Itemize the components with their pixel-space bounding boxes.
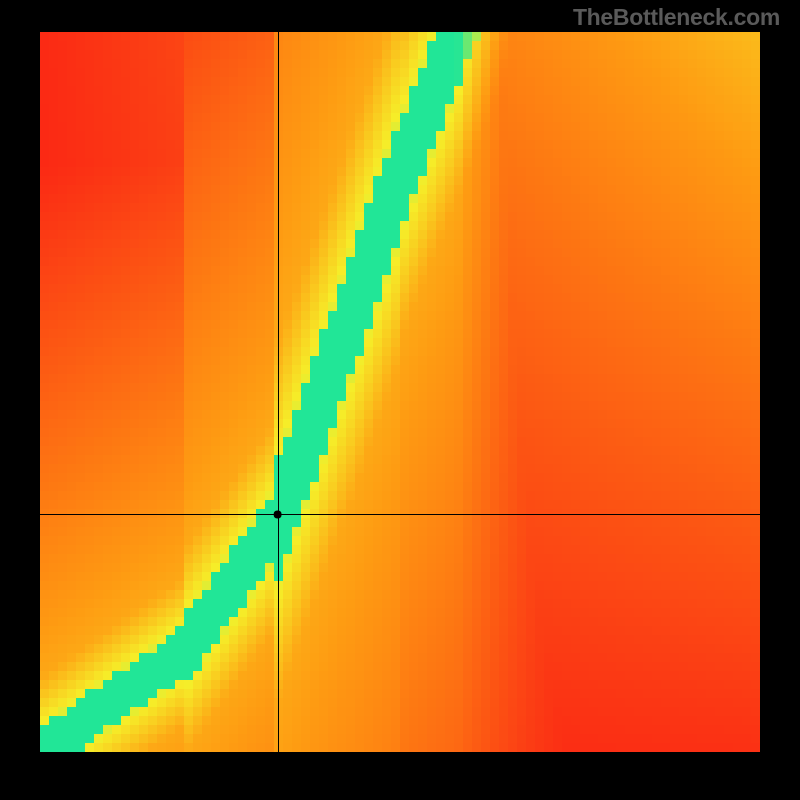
watermark-text: TheBottleneck.com: [573, 4, 780, 31]
bottleneck-heatmap: [40, 32, 760, 752]
